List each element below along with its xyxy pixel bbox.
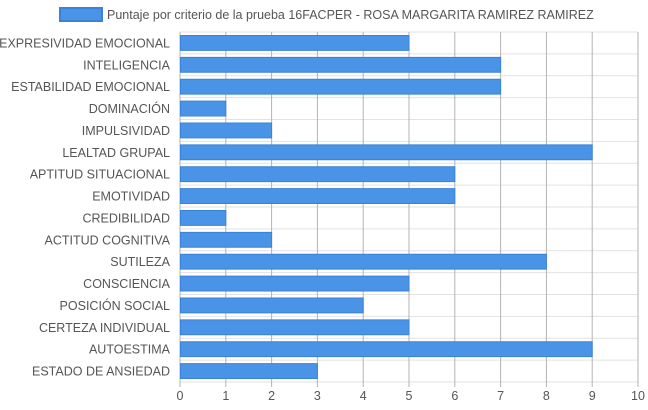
bar[interactable] xyxy=(180,78,502,95)
x-tick-label: 7 xyxy=(497,389,504,403)
x-axis-labels: 0 1 2 3 4 5 6 7 8 9 10 xyxy=(177,389,645,403)
bar[interactable] xyxy=(180,188,456,204)
y-tick-label: EMOTIVIDAD xyxy=(92,190,170,204)
x-tick-label: 5 xyxy=(406,389,413,403)
x-tick-label: 4 xyxy=(360,389,367,403)
bar[interactable] xyxy=(180,166,456,183)
x-tick-label: 10 xyxy=(631,389,645,403)
x-tick-label: 2 xyxy=(268,389,275,403)
y-tick-label: ESTADO DE ANSIEDAD xyxy=(32,365,170,379)
bar[interactable] xyxy=(180,253,547,270)
y-tick-label: CERTEZA INDIVIDUAL xyxy=(39,321,170,335)
bar[interactable] xyxy=(180,231,273,248)
x-tick-label: 6 xyxy=(451,389,458,403)
y-tick-label: LEALTAD GRUPAL xyxy=(62,146,170,160)
bar[interactable] xyxy=(180,210,227,226)
bar[interactable] xyxy=(180,100,227,117)
bar[interactable] xyxy=(180,35,410,51)
y-tick-label: EXPRESIVIDAD EMOCIONAL xyxy=(0,36,170,50)
x-tick-label: 0 xyxy=(177,389,184,403)
chart-bars xyxy=(180,35,593,379)
bar[interactable] xyxy=(180,363,318,379)
y-tick-label: ACTITUD COGNITIVA xyxy=(45,233,171,247)
x-tick-label: 8 xyxy=(543,389,550,403)
x-tick-label: 9 xyxy=(589,389,596,403)
x-tick-label: 1 xyxy=(222,389,229,403)
bar[interactable] xyxy=(180,319,410,336)
bar[interactable] xyxy=(180,56,502,73)
y-tick-label: CONSCIENCIA xyxy=(83,277,170,291)
y-tick-label: APTITUD SITUACIONAL xyxy=(30,168,170,182)
y-tick-label: INTELIGENCIA xyxy=(83,58,170,72)
legend-label[interactable]: Puntaje por criterio de la prueba 16FACP… xyxy=(107,8,594,22)
bar[interactable] xyxy=(180,122,273,139)
y-tick-label: SUTILEZA xyxy=(110,255,170,269)
bar[interactable] xyxy=(180,297,364,314)
y-tick-label: ESTABILIDAD EMOCIONAL xyxy=(11,80,170,94)
bar[interactable] xyxy=(180,144,593,161)
y-tick-label: DOMINACIÓN xyxy=(89,101,170,116)
bar[interactable] xyxy=(180,275,410,292)
y-tick-label: IMPULSIVIDAD xyxy=(82,124,170,138)
bar[interactable] xyxy=(180,341,593,358)
y-tick-label: CREDIBILIDAD xyxy=(82,211,170,225)
x-tick-label: 3 xyxy=(314,389,321,403)
y-tick-label: POSICIÓN SOCIAL xyxy=(60,298,170,313)
y-axis-labels: EXPRESIVIDAD EMOCIONAL INTELIGENCIA ESTABI… xyxy=(0,36,171,378)
legend-swatch[interactable] xyxy=(59,7,103,22)
y-tick-label: AUTOESTIMA xyxy=(89,343,171,357)
chart-legend[interactable]: Puntaje por criterio de la prueba 16FACP… xyxy=(59,7,594,22)
